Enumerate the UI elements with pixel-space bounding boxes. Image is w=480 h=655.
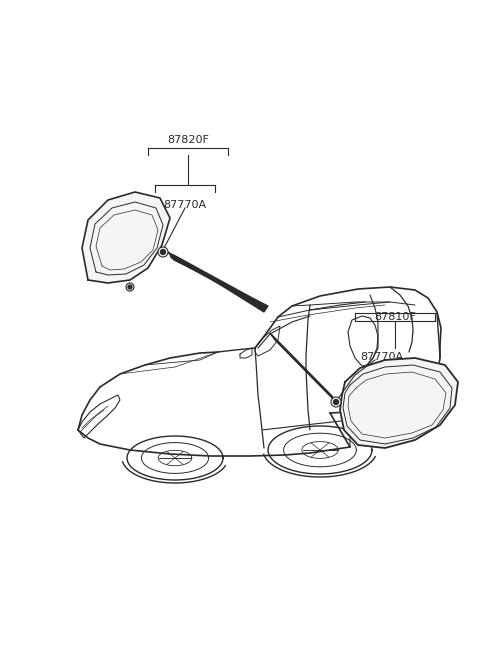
Text: 87820F: 87820F <box>167 135 209 145</box>
Circle shape <box>334 400 338 405</box>
Polygon shape <box>340 358 458 448</box>
Circle shape <box>160 250 166 255</box>
Polygon shape <box>270 333 337 403</box>
Text: 87770A: 87770A <box>360 352 403 362</box>
Circle shape <box>158 247 168 257</box>
Polygon shape <box>168 252 268 312</box>
Circle shape <box>128 285 132 289</box>
Circle shape <box>331 397 341 407</box>
Text: 87770A: 87770A <box>163 200 206 210</box>
Circle shape <box>126 283 134 291</box>
Text: 87810F: 87810F <box>374 312 416 322</box>
Polygon shape <box>82 192 170 283</box>
